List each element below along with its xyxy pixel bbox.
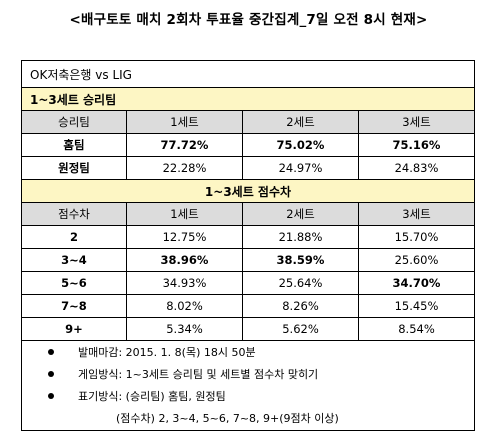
bullet-icon xyxy=(48,371,54,377)
match-title: OK저축은행 vs LIG xyxy=(30,67,132,82)
note-item: 표기방식: (승리팀) 홈팀, 원정팀 xyxy=(22,386,474,406)
col-header-set1: 1세트 xyxy=(127,111,243,133)
table-cell: 75.02% xyxy=(243,134,359,156)
table-row: 2 12.75% 21.88% 15.70% xyxy=(22,226,474,249)
note-item: 발매마감: 2015. 1. 8(목) 18시 50분 xyxy=(22,342,474,362)
col-header-set2: 2세트 xyxy=(243,203,359,225)
note-continuation: (점수차) 2, 3~4, 5~6, 7~8, 9+(9점차 이상) xyxy=(22,408,474,428)
bullet-icon xyxy=(48,349,54,355)
section1-title: 1~3세트 승리팀 xyxy=(30,92,117,107)
col-header-margin: 점수차 xyxy=(22,203,127,225)
table-row: 홈팀 77.72% 75.02% 75.16% xyxy=(22,134,474,157)
table-row: 7~8 8.02% 8.26% 15.45% xyxy=(22,295,474,318)
note-text: 게임방식: 1~3세트 승리팀 및 세트별 점수차 맞히기 xyxy=(78,368,319,381)
table-cell: 22.28% xyxy=(127,157,243,179)
page-title: <배구토토 매치 2회차 투표율 중간집계_7일 오전 8시 현재> xyxy=(69,12,428,28)
row-label-away: 원정팀 xyxy=(22,157,127,179)
row-label-margin: 3~4 xyxy=(22,249,127,271)
table-cell: 38.96% xyxy=(127,249,243,271)
table-cell: 21.88% xyxy=(243,226,359,248)
note-text: 발매마감: 2015. 1. 8(목) 18시 50분 xyxy=(78,346,256,359)
table-cell: 12.75% xyxy=(127,226,243,248)
note-text: 표기방식: (승리팀) 홈팀, 원정팀 xyxy=(78,390,226,403)
table-cell: 38.59% xyxy=(243,249,359,271)
row-label-margin: 2 xyxy=(22,226,127,248)
row-label-margin: 5~6 xyxy=(22,272,127,294)
table-cell: 34.93% xyxy=(127,272,243,294)
table-row: 5~6 34.93% 25.64% 34.70% xyxy=(22,272,474,295)
table-cell: 5.34% xyxy=(127,318,243,340)
table-cell: 15.70% xyxy=(394,230,439,244)
table-row: 3~4 38.96% 38.59% 25.60% xyxy=(22,249,474,272)
col-header-set2: 2세트 xyxy=(243,111,359,133)
table-cell: 5.62% xyxy=(243,318,359,340)
row-label-margin: 7~8 xyxy=(22,295,127,317)
col-header-set3: 3세트 xyxy=(402,207,431,221)
table-cell: 8.02% xyxy=(127,295,243,317)
note-item: 게임방식: 1~3세트 승리팀 및 세트별 점수차 맞히기 xyxy=(22,364,474,384)
col-header-set3: 3세트 xyxy=(402,115,431,129)
section2-header-row: 점수차 1세트 2세트 3세트 xyxy=(22,203,474,226)
table-cell: 24.97% xyxy=(243,157,359,179)
table-cell: 75.16% xyxy=(392,138,441,152)
table-cell: 25.64% xyxy=(243,272,359,294)
table-cell: 8.26% xyxy=(243,295,359,317)
col-header-set1: 1세트 xyxy=(127,203,243,225)
section2-title: 1~3세트 점수차 xyxy=(204,184,292,199)
table-row: 9+ 5.34% 5.62% 8.54% xyxy=(22,318,474,341)
section1-title-row: 1~3세트 승리팀 xyxy=(22,88,474,111)
bullet-icon xyxy=(48,393,54,399)
table-cell: 15.45% xyxy=(394,299,439,313)
table-cell: 77.72% xyxy=(127,134,243,156)
table-cell: 8.54% xyxy=(398,322,435,336)
section2-title-row: 1~3세트 점수차 xyxy=(22,180,474,203)
row-label-margin: 9+ xyxy=(22,318,127,340)
match-row: OK저축은행 vs LIG xyxy=(22,61,474,88)
table-cell: 34.70% xyxy=(392,276,441,290)
table-cell: 24.83% xyxy=(394,161,439,175)
table-cell: 25.60% xyxy=(394,253,439,267)
table-row: 원정팀 22.28% 24.97% 24.83% xyxy=(22,157,474,180)
note-text: (점수차) 2, 3~4, 5~6, 7~8, 9+(9점차 이상) xyxy=(116,412,339,425)
section1-header-row: 승리팀 1세트 2세트 3세트 xyxy=(22,111,474,134)
row-label-home: 홈팀 xyxy=(22,134,127,156)
vote-rate-table: OK저축은행 vs LIG 1~3세트 승리팀 승리팀 1세트 2세트 3세트 … xyxy=(21,60,475,431)
col-header-winner: 승리팀 xyxy=(22,111,127,133)
